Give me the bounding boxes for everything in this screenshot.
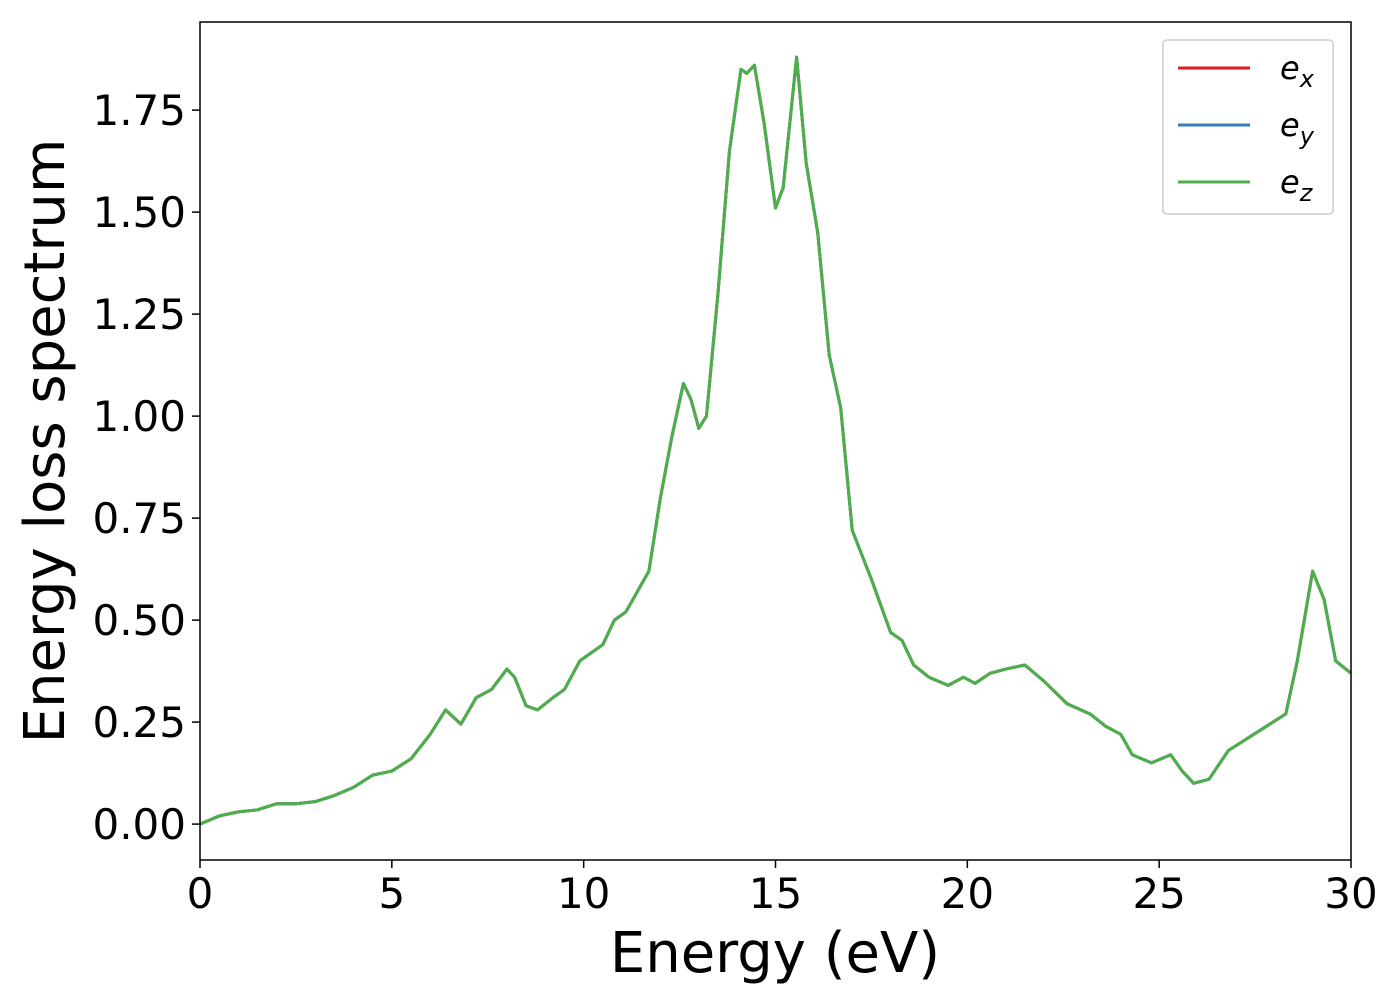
x-axis-label: Energy (eV) [610,921,940,986]
plot-frame [199,21,1352,861]
y-tick-label: 0.75 [92,494,186,543]
x-tick-label: 20 [941,869,994,918]
x-tick-label: 10 [557,869,610,918]
y-tick-label: 1.00 [92,392,186,441]
y-tick-label: 1.75 [92,86,186,135]
x-tick-label: 0 [187,869,214,918]
legend-label: ez [1280,163,1314,207]
x-tick-label: 25 [1132,869,1185,918]
y-tick-label: 0.25 [92,698,186,747]
legend: ex ey ez [1162,39,1334,215]
y-axis-label: Energy loss spectrum [13,139,78,744]
y-tick-label: 1.50 [92,188,186,237]
x-tick-label: 30 [1324,869,1377,918]
x-tick-label: 5 [378,869,405,918]
y-tick-label: 0.00 [92,800,186,849]
y-tick-label: 1.25 [92,290,186,339]
legend-label: ey [1280,106,1315,150]
x-tick-label: 15 [749,869,802,918]
legend-label: ex [1280,49,1315,93]
series-line [199,55,1352,826]
y-tick-label: 0.50 [92,596,186,645]
legend-box [1162,39,1334,215]
